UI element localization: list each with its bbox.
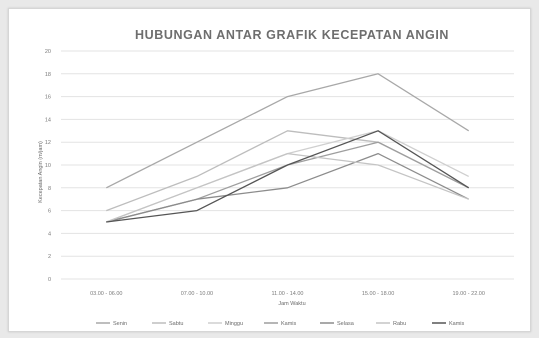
x-axis-label: Jam Waktu — [278, 301, 305, 307]
series-line-6 — [106, 130, 470, 223]
y-tick-label: 0 — [48, 277, 51, 283]
legend-label: Minggu — [225, 321, 243, 327]
chart-frame: HUBUNGAN ANTAR GRAFIK KECEPATAN ANGIN 0 2… — [8, 8, 531, 332]
series-line-1 — [106, 130, 469, 212]
y-tick-label: 18 — [45, 72, 51, 78]
y-axis-label: Kecepatan Angin (m/jam) — [38, 141, 44, 203]
y-tick-label: 2 — [48, 254, 51, 260]
x-tick-label: 03.00 - 06.00 — [90, 291, 122, 297]
legend-label: Selasa — [337, 321, 355, 327]
x-tick-label: 15.00 - 18.00 — [362, 291, 394, 297]
series-line-5 — [106, 152, 469, 223]
series-line-0 — [106, 73, 470, 189]
legend-label: Sabtu — [169, 321, 183, 327]
x-tick-label: 07.00 - 10.00 — [181, 291, 213, 297]
y-tick-label: 8 — [48, 186, 51, 192]
y-tick-label: 20 — [45, 49, 51, 55]
series-lines — [106, 73, 470, 223]
y-tick-label: 4 — [48, 231, 51, 237]
legend-label: Senin — [113, 321, 127, 327]
line-chart: HUBUNGAN ANTAR GRAFIK KECEPATAN ANGIN 0 2… — [38, 28, 514, 327]
legend-label: Kamis — [281, 321, 297, 327]
legend-label: Rabu — [393, 321, 406, 327]
series-line-4 — [106, 152, 469, 223]
legend-label: Kamis — [449, 321, 465, 327]
y-tick-label: 6 — [48, 209, 51, 215]
y-tick-label: 10 — [45, 163, 51, 169]
y-axis-ticks: 0 2 4 6 8 10 12 14 16 18 20 — [45, 49, 51, 283]
chart-title: HUBUNGAN ANTAR GRAFIK KECEPATAN ANGIN — [135, 28, 449, 42]
x-axis-ticks: 03.00 - 06.00 07.00 - 10.00 11.00 - 14.00 1… — [90, 291, 485, 297]
y-tick-label: 12 — [45, 140, 51, 146]
legend: Senin Sabtu Minggu Kamis Selasa Rabu Kamis — [96, 321, 465, 327]
y-tick-label: 16 — [45, 95, 51, 101]
x-tick-label: 19.00 - 22.00 — [452, 291, 484, 297]
x-tick-label: 11.00 - 14.00 — [271, 291, 303, 297]
y-tick-label: 14 — [45, 117, 51, 123]
